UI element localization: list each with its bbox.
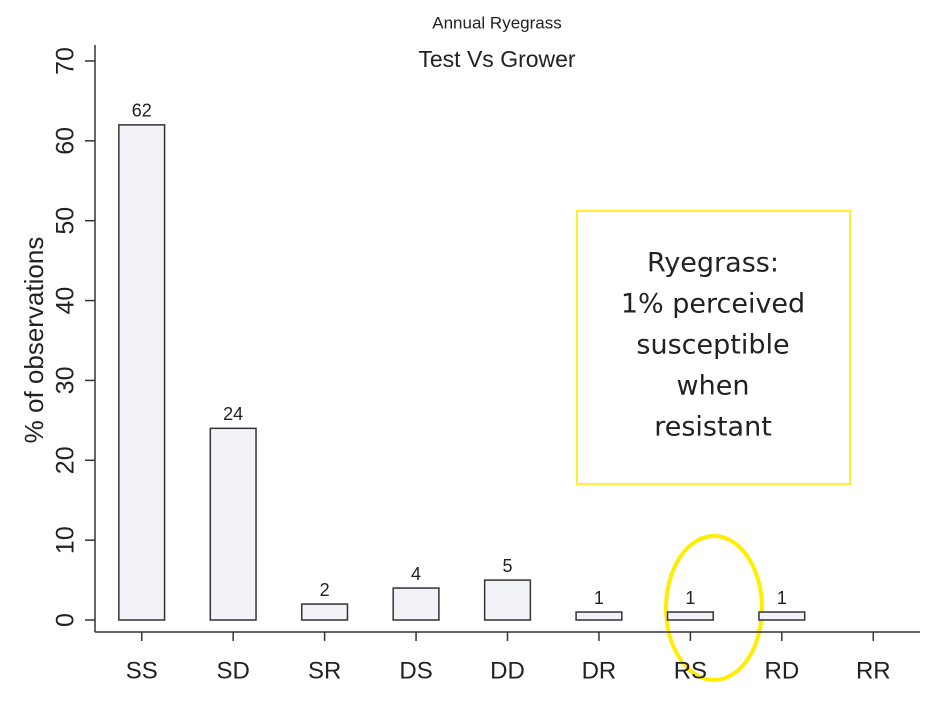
chart-title: Annual Ryegrass	[432, 13, 561, 32]
x-tick-label: DS	[399, 657, 432, 684]
bar	[483, 579, 532, 621]
annotation-line: resistant	[654, 412, 772, 443]
data-label: 2	[320, 580, 330, 600]
x-tick-label: RD	[764, 657, 799, 684]
y-tick-label: 10	[52, 526, 80, 554]
data-label: 1	[594, 588, 604, 608]
y-tick-label: 60	[52, 127, 80, 155]
y-tick-label: 0	[52, 613, 80, 627]
bar	[118, 124, 166, 621]
annotation-line: 1% perceived	[621, 289, 805, 320]
data-label: 4	[411, 564, 421, 584]
bar	[301, 603, 349, 621]
annotation-line: susceptible	[636, 330, 789, 361]
bar	[575, 611, 623, 621]
annotation-line: when	[677, 371, 750, 402]
y-tick-label: 30	[52, 367, 80, 395]
bar	[666, 611, 714, 621]
annotation-line: Ryegrass:	[647, 248, 779, 279]
bar	[209, 427, 257, 621]
x-tick-label: RS	[674, 657, 707, 684]
y-tick-label: 20	[52, 446, 80, 474]
chart-subtitle: Test Vs Grower	[418, 46, 576, 72]
x-tick-label: SS	[126, 657, 158, 684]
x-tick-label: SD	[216, 657, 249, 684]
data-label: 1	[777, 588, 787, 608]
highlight-circle	[664, 534, 764, 682]
bar	[758, 611, 806, 621]
annotation-box: Ryegrass: 1% perceived susceptible when resi…	[576, 210, 851, 485]
y-tick-label: 50	[52, 207, 80, 235]
data-label: 5	[502, 556, 512, 576]
y-axis-label: % of observations	[19, 237, 49, 444]
annotation-frame	[576, 210, 851, 485]
y-tick-label: 40	[52, 287, 80, 315]
y-tick-label: 70	[52, 47, 80, 75]
x-tick-label: SR	[308, 657, 341, 684]
data-label: 24	[223, 404, 243, 424]
x-tick-label: DD	[490, 657, 525, 684]
data-label: 62	[132, 101, 152, 121]
x-tick-label: RR	[856, 657, 891, 684]
data-label: 1	[685, 588, 695, 608]
x-tick-label: DR	[582, 657, 617, 684]
bar	[392, 587, 440, 621]
